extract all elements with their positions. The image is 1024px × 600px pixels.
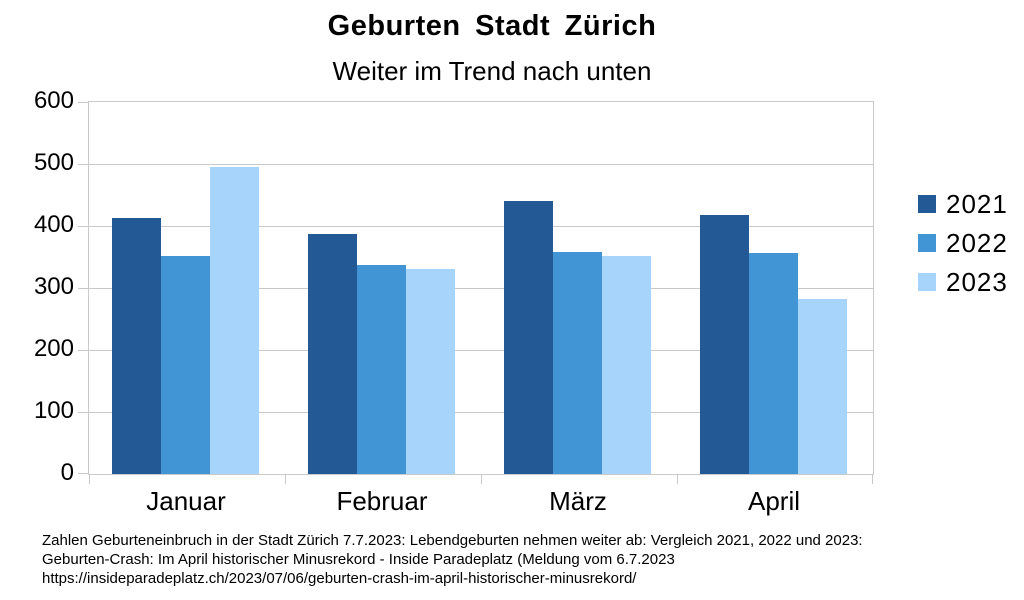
legend-label: 2021 (946, 188, 1008, 219)
source-line: Geburten-Crash: Im April historischer Mi… (42, 551, 675, 568)
legend-swatch-icon (918, 234, 936, 252)
legend-swatch-icon (918, 273, 936, 291)
gridline (89, 350, 873, 351)
source-line: Zahlen Geburteneinbruch in der Stadt Zür… (42, 532, 863, 549)
bar-2021-januar (112, 217, 161, 474)
y-axis-tick-label: 100 (33, 397, 74, 424)
x-axis-category-label: März (549, 486, 607, 516)
bar-2022-märz (553, 252, 602, 474)
y-axis-tick-label: 300 (33, 273, 74, 300)
bar-2021-märz (504, 200, 553, 474)
legend: 2021 2022 2023 (918, 188, 1008, 308)
chart-subtitle: Weiter im Trend nach unten (332, 56, 652, 86)
chart-title: Geburten Stadt Zürich (327, 10, 657, 42)
source-line: https://insideparadeplatz.ch/2023/07/06/… (42, 570, 637, 587)
plot-area (78, 101, 874, 484)
legend-item-2023: 2023 (918, 266, 1008, 297)
y-axis-tick (78, 473, 88, 474)
source-note: Zahlen Geburteneinbruch in der Stadt Zür… (42, 531, 863, 588)
x-axis-tick (481, 474, 482, 484)
legend-item-2022: 2022 (918, 227, 1008, 258)
y-axis-tick-label: 200 (33, 335, 74, 362)
gridline (89, 164, 873, 165)
gridline (89, 226, 873, 227)
x-axis-tick (89, 474, 90, 484)
x-axis-category-label: Februar (336, 486, 428, 516)
x-axis-tick (677, 474, 678, 484)
y-axis-tick-label: 600 (33, 87, 74, 114)
y-axis-tick (78, 412, 88, 413)
bar-2022-april (749, 252, 798, 474)
bar-2021-februar (308, 234, 357, 474)
bar-2023-märz (602, 255, 651, 474)
legend-label: 2023 (946, 266, 1008, 297)
y-axis-tick-label: 400 (33, 211, 74, 238)
x-axis-tick (285, 474, 286, 484)
gridline (89, 412, 873, 413)
y-axis-tick-label: 500 (33, 149, 74, 176)
legend-label: 2022 (946, 227, 1008, 258)
legend-swatch-icon (918, 195, 936, 213)
x-axis-category-label: Januar (146, 486, 226, 516)
bar-2022-februar (357, 265, 406, 474)
bar-2023-februar (406, 268, 455, 474)
legend-item-2021: 2021 (918, 188, 1008, 219)
y-axis-tick (78, 102, 88, 103)
y-axis-tick (78, 164, 88, 165)
x-axis-tick (872, 474, 873, 484)
bar-2023-april (798, 298, 847, 474)
x-axis-category-label: April (747, 486, 800, 516)
gridline (89, 288, 873, 289)
y-axis-tick (78, 350, 88, 351)
y-axis-tick (78, 226, 88, 227)
bar-2023-januar (210, 167, 259, 474)
y-axis-tick (78, 288, 88, 289)
bar-2022-januar (161, 256, 210, 474)
y-axis-tick-label: 0 (60, 459, 74, 486)
bar-2021-april (700, 214, 749, 474)
